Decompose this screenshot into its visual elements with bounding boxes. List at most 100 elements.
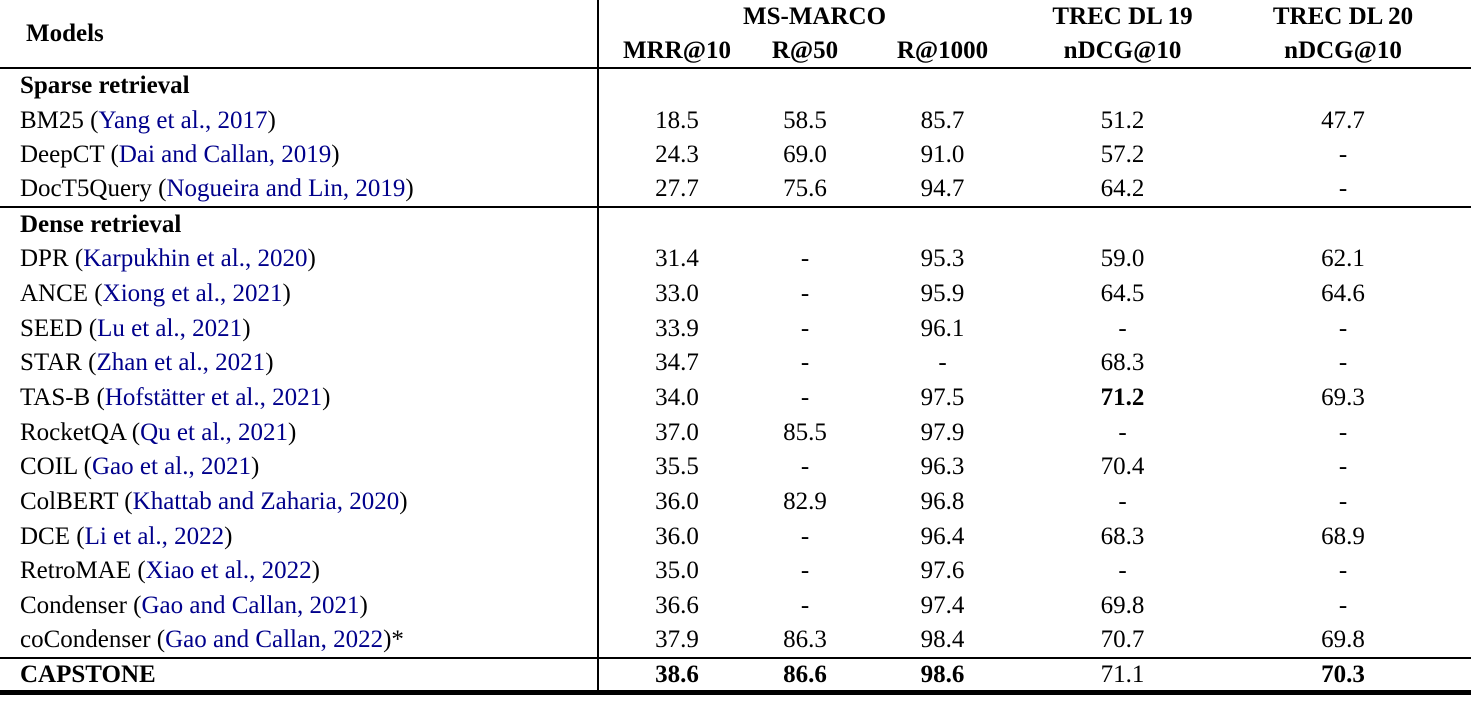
value-cell: 69.3 [1321, 384, 1365, 412]
value-cell: 34.7 [597, 345, 755, 381]
citation-link[interactable]: Gao and Callan, 2022 [165, 626, 384, 654]
empty-cell [597, 68, 755, 103]
col-header-ndcg-at-10-dl19: nDCG@10 [1030, 33, 1216, 69]
value-cell: 91.0 [920, 141, 965, 169]
value-cell: - [1338, 488, 1348, 516]
col-header-r-at-1000: R@1000 [855, 33, 1031, 69]
model-name-suffix: ) [307, 245, 316, 273]
model-cell: RocketQA (Qu et al., 2021) [0, 415, 598, 450]
citation-link[interactable]: Qu et al., 2021 [140, 418, 289, 446]
value-cell: - [800, 279, 810, 307]
value-cell: 36.0 [597, 484, 755, 519]
model-name: DCE ( [20, 522, 85, 550]
section-label: Dense retrieval [20, 211, 182, 239]
value-cell: - [800, 349, 810, 377]
model-cell: Condenser (Gao and Callan, 2021) [0, 588, 598, 623]
value-cell: - [800, 453, 810, 481]
value-cell: 75.6 [755, 172, 855, 208]
value-cell: 33.0 [597, 276, 755, 311]
value-cell: - [800, 245, 810, 273]
value-cell: - [1338, 453, 1348, 481]
citation-link[interactable]: Yang et al., 2017 [98, 106, 268, 134]
value-cell: 82.9 [783, 488, 827, 516]
value-cell: 70.3 [1321, 660, 1365, 688]
empty-cell [855, 207, 1030, 242]
model-name-suffix: ) [322, 384, 331, 412]
model-cell: BM25 (Yang et al., 2017) [0, 103, 598, 138]
table-row: BM25 (Yang et al., 2017) 18.5 58.5 85.7 51.2… [0, 102, 1471, 138]
model-name-suffix: ) [242, 314, 251, 342]
table-row: SEED (Lu et al., 2021) 33.9-96.1- - [0, 310, 1471, 346]
value-cell: 86.6 [783, 660, 827, 688]
model-cell: DeepCT (Dai and Callan, 2019) [0, 137, 598, 172]
value-cell: 96.4 [920, 522, 965, 550]
citation-link[interactable]: Hofstätter et al., 2021 [104, 384, 323, 412]
citation-link[interactable]: Lu et al., 2021 [97, 314, 243, 342]
model-name-suffix: ) [311, 557, 320, 585]
value-cell: - [1338, 418, 1348, 446]
table-row: ColBERT (Khattab and Zaharia, 2020) 36.0 8… [0, 484, 1471, 519]
empty-cell [1215, 68, 1471, 103]
value-cell: 95.3 [920, 245, 965, 273]
group-header-ms-marco: MS-MARCO [596, 0, 1031, 33]
citation-link[interactable]: Gao et al., 2021 [91, 453, 251, 481]
value-cell: 31.4 [597, 241, 755, 277]
value-cell: - [800, 557, 810, 585]
empty-cell [1030, 68, 1215, 103]
model-name-suffix: ) [405, 175, 414, 203]
empty-cell [855, 68, 1030, 103]
value-cell: 96.3 [920, 453, 965, 481]
table-row: CAPSTONE 38.6 86.6 98.6 71.1 70.3 [0, 657, 1471, 693]
citation-link[interactable]: Khattab and Zaharia, 2020 [132, 488, 400, 516]
value-cell: 64.6 [1321, 279, 1365, 307]
value-cell: - [1118, 488, 1127, 516]
value-cell: 64.5 [1100, 279, 1145, 307]
value-cell: 57.2 [1100, 141, 1145, 169]
value-cell: 18.5 [597, 102, 755, 138]
value-cell: 97.6 [920, 557, 965, 585]
value-cell: 47.7 [1321, 106, 1365, 134]
value-cell: 35.5 [597, 449, 755, 485]
value-cell: 69.8 [1215, 623, 1471, 659]
model-cell: TAS-B (Hofstätter et al., 2021) [0, 380, 598, 415]
value-cell: - [1215, 172, 1471, 208]
value-cell: 36.0 [597, 518, 755, 554]
empty-cell [1215, 207, 1471, 242]
value-cell: 85.5 [783, 418, 827, 446]
value-cell: 68.9 [1321, 522, 1365, 550]
value-cell: 96.8 [920, 488, 965, 516]
value-cell: 62.1 [1321, 245, 1365, 273]
citation-link[interactable]: Karpukhin et al., 2020 [83, 245, 308, 273]
table-row: DeepCT (Dai and Callan, 2019) 24.3 69.0 91.… [0, 137, 1471, 173]
value-cell: - [1338, 349, 1348, 377]
citation-link[interactable]: Nogueira and Lin, 2019 [166, 175, 406, 203]
col-header-r-at-50: R@50 [755, 33, 855, 69]
model-name: DocT5Query ( [20, 175, 167, 203]
model-cell: CAPSTONE [20, 660, 156, 688]
citation-link[interactable]: Zhan et al., 2021 [96, 349, 266, 377]
value-cell: 24.3 [597, 137, 755, 173]
empty-cell [597, 206, 755, 242]
table-row: DPR (Karpukhin et al., 2020) 31.4-95.3 59.… [0, 241, 1471, 277]
models-column-header: Models [0, 0, 598, 69]
value-cell: - [800, 314, 810, 342]
value-cell: 27.7 [597, 172, 755, 208]
model-name: coCondenser ( [20, 626, 166, 654]
header-metric-row: MRR@10 R@50 R@1000 nDCG@10 nDCG@10 [0, 33, 1471, 69]
table-row: STAR (Zhan et al., 2021) 34.7- -68.3- [0, 345, 1471, 381]
value-cell: 97.9 [920, 418, 965, 446]
value-cell: 86.3 [755, 623, 855, 659]
model-cell: RetroMAE (Xiao et al., 2022) [0, 554, 598, 589]
citation-link[interactable]: Li et al., 2022 [84, 522, 225, 550]
model-name-suffix: ) [267, 106, 276, 134]
col-header-ndcg-at-10-dl20: nDCG@10 [1215, 33, 1471, 69]
value-cell: 70.7 [1030, 623, 1216, 659]
citation-link[interactable]: Xiao et al., 2022 [145, 557, 312, 585]
value-cell: 97.5 [920, 384, 965, 412]
citation-link[interactable]: Xiong et al., 2021 [102, 279, 283, 307]
header-group-row: Models MS-MARCO TREC DL 19 TREC DL 20 [0, 0, 1471, 69]
citation-link[interactable]: Gao and Callan, 2021 [141, 592, 360, 620]
value-cell: 34.0 [597, 380, 755, 415]
citation-link[interactable]: Dai and Callan, 2019 [118, 141, 332, 169]
